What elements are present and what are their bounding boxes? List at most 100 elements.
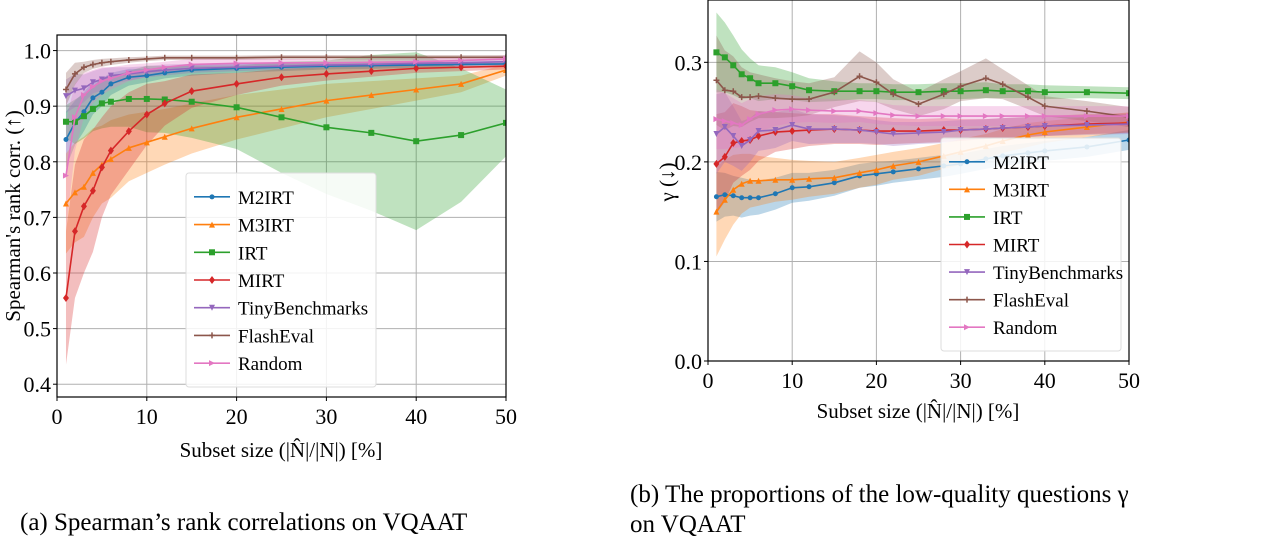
point-m2irt — [722, 192, 728, 198]
point-mirt — [62, 294, 69, 303]
point-m2irt — [63, 137, 69, 143]
y-tick-label: 1.0 — [24, 39, 52, 64]
point-random — [1126, 113, 1129, 120]
point-random — [772, 107, 779, 114]
point-flasheval — [957, 83, 964, 90]
point-irt — [957, 88, 964, 95]
point-m3irt — [856, 169, 863, 176]
point-mirt — [143, 110, 150, 119]
point-flasheval — [161, 54, 168, 61]
y-tick-label: 0.0 — [675, 349, 703, 374]
point-flasheval — [806, 96, 813, 103]
point-mirt — [789, 127, 796, 136]
legend-frame — [940, 137, 1122, 352]
point-irt — [368, 129, 375, 136]
point-m3irt — [80, 183, 87, 190]
point-tinybenchmarks — [982, 126, 989, 133]
legend-label-mirt: MIRT — [238, 271, 285, 292]
legend-label-flasheval: FlashEval — [993, 291, 1069, 312]
point-m2irt — [144, 73, 150, 79]
point-tinybenchmarks — [999, 125, 1006, 132]
point-flasheval — [915, 101, 922, 108]
legend-marker-flasheval — [964, 296, 970, 303]
point-irt — [982, 87, 989, 94]
point-m3irt — [323, 97, 330, 104]
point-mirt — [161, 99, 168, 108]
line-flasheval — [715, 75, 1129, 118]
point-m2irt — [108, 81, 114, 87]
point-mirt — [71, 227, 78, 236]
point-random — [71, 114, 78, 121]
point-tinybenchmarks — [713, 131, 720, 138]
point-flasheval — [323, 54, 330, 61]
point-random — [233, 60, 240, 67]
y-tick-label: 0.4 — [24, 372, 52, 397]
point-flasheval — [98, 59, 105, 66]
point-random — [856, 108, 863, 115]
point-random — [143, 67, 150, 74]
point-tinybenchmarks — [721, 124, 728, 131]
point-random — [789, 106, 796, 113]
legend: M2IRT M3IRT IRT MIRT TinyBenchmarks FlashEval… — [940, 137, 1123, 352]
point-random — [713, 116, 720, 123]
x-tick-label: 10 — [136, 404, 158, 429]
x-tick-label: 50 — [1118, 368, 1140, 393]
point-flasheval — [730, 88, 737, 95]
legend-label-irt: IRT — [993, 208, 1023, 229]
point-tinybenchmarks — [940, 129, 947, 136]
point-irt — [747, 75, 754, 82]
point-irt — [999, 88, 1006, 95]
point-random — [831, 108, 838, 115]
legend-label-tinybenchmarks: TinyBenchmarks — [238, 299, 368, 320]
point-random — [721, 118, 728, 125]
point-m2irt — [890, 169, 896, 175]
gamma-chart: 0 10 20 30 40 50 0.0 0.1 0.2 0.3 M2IRT M3IRT IRT MIRT… — [675, 0, 1140, 393]
point-irt — [1041, 89, 1048, 96]
point-irt — [915, 89, 922, 96]
point-m3irt — [161, 133, 168, 140]
line-tinybenchmarks — [715, 123, 1129, 148]
point-tinybenchmarks — [233, 64, 240, 71]
point-tinybenchmarks — [747, 136, 754, 143]
point-irt — [188, 98, 195, 105]
band-mirt — [716, 103, 1129, 214]
band-flasheval — [716, 35, 1129, 131]
x-tick-label: 40 — [405, 404, 427, 429]
point-tinybenchmarks — [98, 76, 105, 83]
point-m3irt — [1024, 132, 1031, 139]
point-mirt — [233, 79, 240, 88]
point-flasheval — [873, 79, 880, 86]
point-irt — [1126, 90, 1129, 97]
point-m3irt — [413, 86, 420, 93]
point-flasheval — [278, 54, 285, 61]
point-m3irt — [772, 176, 779, 183]
line-random — [716, 108, 1129, 126]
point-m3irt — [721, 196, 728, 203]
point-flasheval — [999, 81, 1006, 88]
point-mirt — [755, 131, 762, 140]
point-tinybenchmarks — [1126, 121, 1129, 128]
point-m2irt — [789, 185, 795, 191]
point-mirt — [98, 163, 105, 172]
point-flasheval — [831, 89, 838, 96]
point-random — [278, 59, 285, 66]
caption-a: (a) Spearman’s rank correlations on VQAA… — [20, 509, 467, 536]
legend-label-random: Random — [993, 318, 1058, 339]
point-m3irt — [873, 166, 880, 173]
point-tinybenchmarks — [831, 126, 838, 133]
y-tick-label: 0.7 — [24, 205, 52, 230]
point-m2irt — [772, 191, 778, 197]
point-flasheval — [233, 54, 240, 61]
legend-marker-tinybenchmarks — [964, 269, 970, 276]
ylabel-spearman: Spearman's rank corr. (↑) — [1, 110, 25, 321]
point-mirt — [730, 138, 737, 147]
point-m3irt — [62, 200, 69, 207]
legend-label-random: Random — [238, 354, 303, 375]
point-flasheval — [413, 54, 420, 61]
point-tinybenchmarks — [1083, 122, 1090, 129]
legend-label-m2irt: M2IRT — [993, 153, 1049, 174]
point-mirt — [413, 64, 420, 73]
point-irt — [143, 95, 150, 102]
legend-marker-irt — [964, 213, 970, 220]
